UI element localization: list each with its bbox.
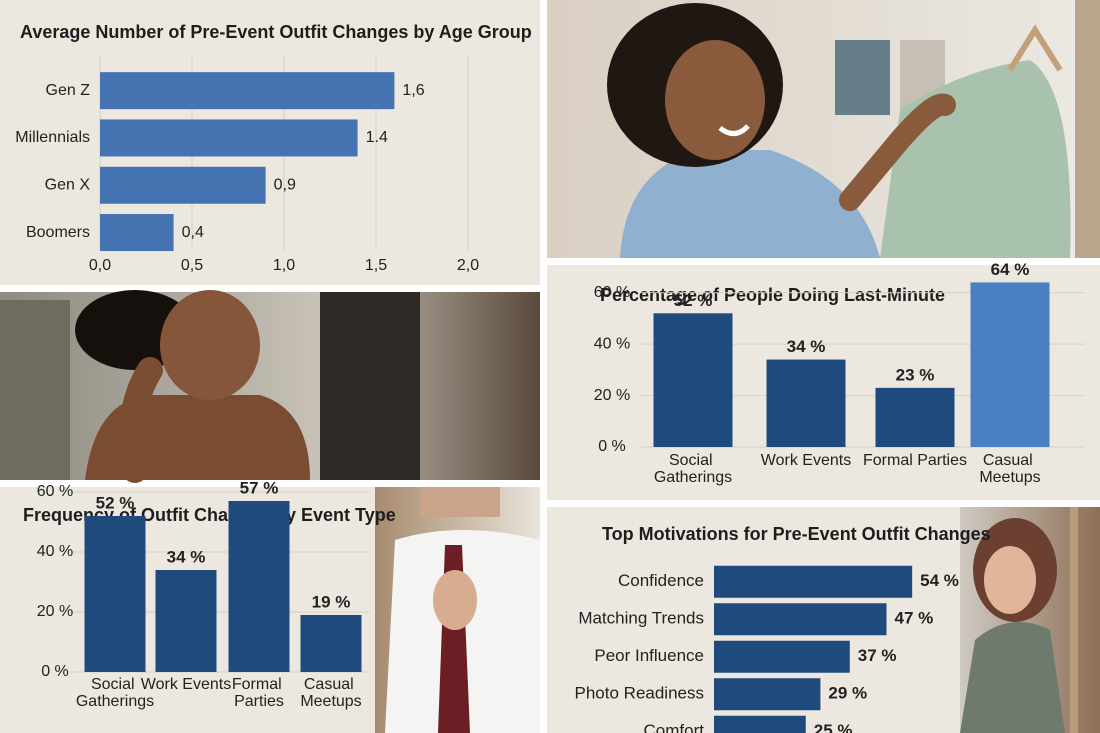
category-label: Formal Parties xyxy=(232,676,286,710)
bar xyxy=(653,313,733,447)
x-tick-label: 0,0 xyxy=(89,257,111,274)
bar xyxy=(100,72,395,110)
bar xyxy=(100,119,358,157)
value-label: 34 % xyxy=(787,337,826,356)
category-label: Gen Z xyxy=(46,82,91,99)
bar xyxy=(84,516,146,672)
chart-title: Average Number of Pre-Event Outfit Chang… xyxy=(20,22,532,42)
value-label: 54 % xyxy=(920,571,959,590)
bar xyxy=(714,565,913,598)
value-label: 0,4 xyxy=(182,224,204,241)
bar xyxy=(100,214,174,252)
category-label: Casual Meetups xyxy=(300,676,361,710)
y-tick-label: 0 % xyxy=(41,663,69,680)
category-label: Photo Readiness xyxy=(575,684,704,703)
y-tick-label: 40 % xyxy=(594,335,630,352)
value-label: 0,9 xyxy=(274,176,296,193)
value-label: 52 % xyxy=(96,493,135,512)
value-label: 64 % xyxy=(991,260,1030,279)
bar xyxy=(300,615,362,672)
x-tick-label: 1,0 xyxy=(273,257,295,274)
value-label: 34 % xyxy=(167,547,206,566)
y-tick-label: 20 % xyxy=(37,603,73,620)
category-label: Casual Meetups xyxy=(979,452,1040,486)
value-label: 37 % xyxy=(858,646,897,665)
category-label: Matching Trends xyxy=(578,609,704,628)
bar xyxy=(714,715,806,733)
photo-earring xyxy=(0,290,540,483)
value-label: 1,6 xyxy=(402,82,424,99)
bar xyxy=(155,570,217,672)
value-label: 25 % xyxy=(814,721,853,733)
y-tick-label: 0 % xyxy=(598,438,626,455)
bar xyxy=(714,678,821,711)
value-label: 23 % xyxy=(896,365,935,384)
x-tick-label: 2,0 xyxy=(457,257,479,274)
photo-shopper xyxy=(547,0,1100,258)
category-label: Gen X xyxy=(45,176,91,193)
photo-tie xyxy=(375,487,540,733)
chart-title: Percentage of People Doing Last-Minute xyxy=(600,285,945,305)
value-label: 19 % xyxy=(312,592,351,611)
category-label: Work Events xyxy=(761,452,851,469)
x-tick-label: 0,5 xyxy=(181,257,203,274)
category-label: Confidence xyxy=(618,571,704,590)
chart-title: Frequency of Outfit Changes by Event Typ… xyxy=(23,505,396,525)
category-label: Boomers xyxy=(26,224,90,241)
value-label: 57 % xyxy=(240,478,279,497)
y-tick-label: 60 % xyxy=(594,284,630,301)
bar xyxy=(100,166,266,204)
chart-title: Top Motivations for Pre-Event Outfit Cha… xyxy=(602,524,991,544)
bar xyxy=(714,603,887,636)
y-tick-label: 20 % xyxy=(594,387,630,404)
category-label: Millennials xyxy=(15,129,90,146)
value-label: 52 % xyxy=(674,291,713,310)
bar xyxy=(766,359,846,447)
value-label: 1.4 xyxy=(366,129,388,146)
x-tick-label: 1,5 xyxy=(365,257,387,274)
y-tick-label: 40 % xyxy=(37,543,73,560)
bar xyxy=(228,501,290,672)
bar xyxy=(875,387,955,447)
category-label: Social Gatherings xyxy=(654,452,732,486)
category-label: Work Events xyxy=(141,676,231,693)
y-tick-label: 60 % xyxy=(37,483,73,500)
value-label: 47 % xyxy=(894,609,933,628)
bar xyxy=(714,640,850,673)
photo-phone xyxy=(960,507,1100,733)
category-label: Social Gatherings xyxy=(76,676,154,710)
value-label: 29 % xyxy=(828,684,867,703)
category-label: Formal Parties xyxy=(863,452,967,469)
category-label: Comfort xyxy=(644,721,705,733)
bar xyxy=(970,282,1050,447)
category-label: Peor Influence xyxy=(594,646,704,665)
